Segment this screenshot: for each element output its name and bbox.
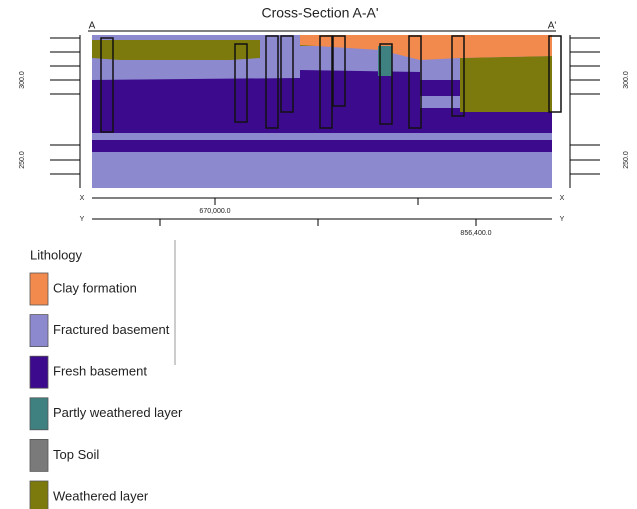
legend-label: Fresh basement: [53, 364, 147, 379]
axis-name: Y: [560, 216, 565, 223]
legend-swatch: [30, 356, 48, 388]
legend-label: Weathered layer: [53, 488, 149, 503]
legend-label: Clay formation: [53, 280, 137, 295]
end-label: A': [548, 21, 557, 32]
legend-label: Fractured basement: [53, 322, 170, 337]
elevation-label: 250.0: [19, 151, 26, 169]
legend-label: Partly weathered layer: [53, 405, 183, 420]
legend-title: Lithology: [30, 247, 83, 262]
elevation-label: 300.0: [623, 71, 630, 89]
layer-fresh: [92, 140, 552, 152]
axis-name: X: [560, 195, 565, 202]
legend-swatch: [30, 481, 48, 509]
axis-name: Y: [80, 216, 85, 223]
axis-name: X: [80, 195, 85, 202]
elevation-label: 250.0: [623, 151, 630, 169]
legend-swatch: [30, 273, 48, 305]
legend-swatch: [30, 398, 48, 430]
axis-label: 670,000.0: [199, 208, 230, 215]
layer-fractured: [420, 96, 460, 108]
cross-section-page: Cross-Section A-A' A A' 300.0 250.0 300.…: [0, 0, 637, 509]
axis-label: 856,400.0: [460, 230, 491, 237]
legend-swatch: [30, 315, 48, 347]
legend: Clay formation Fractured basement Fresh ba…: [30, 273, 183, 509]
layer-weathered: [460, 56, 552, 112]
title: Cross-Section A-A': [261, 5, 378, 21]
layers: [92, 35, 552, 188]
legend-label: Top Soil: [53, 447, 99, 462]
elevation-label: 300.0: [19, 71, 26, 89]
legend-swatch: [30, 439, 48, 471]
end-label: A: [89, 21, 96, 32]
coordinate-axes: X X 670,000.0 Y Y 856,400.0: [80, 195, 565, 237]
